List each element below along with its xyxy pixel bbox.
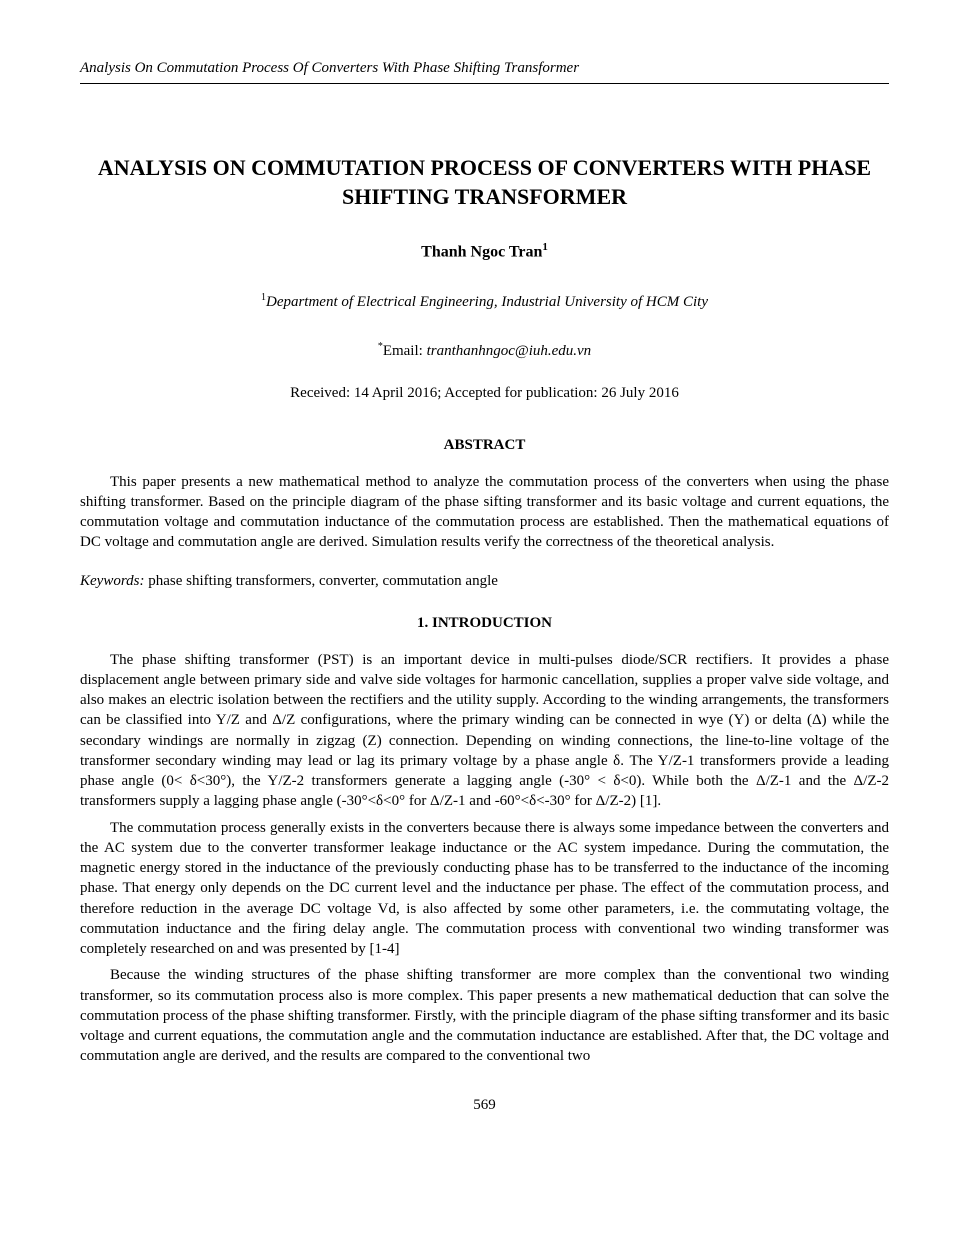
intro-para-1: The phase shifting transformer (PST) is …	[80, 650, 889, 812]
running-header: Analysis On Commutation Process Of Conve…	[80, 60, 889, 84]
email-line: *Email: tranthanhngoc@iuh.edu.vn	[80, 341, 889, 360]
running-title-text: Analysis On Commutation Process Of Conve…	[80, 60, 579, 76]
email-address: tranthanhngoc@iuh.edu.vn	[427, 343, 592, 359]
dates-line: Received: 14 April 2016; Accepted for pu…	[80, 385, 889, 402]
affiliation-line: 1Department of Electrical Engineering, I…	[80, 292, 889, 311]
section-1-heading: 1. INTRODUCTION	[80, 615, 889, 632]
paper-title: ANALYSIS ON COMMUTATION PROCESS OF CONVE…	[80, 154, 889, 211]
page-number: 569	[80, 1097, 889, 1114]
abstract-text: This paper presents a new mathematical m…	[80, 472, 889, 553]
keywords-label: Keywords:	[80, 573, 144, 589]
intro-para-3: Because the winding structures of the ph…	[80, 965, 889, 1066]
email-label: Email:	[383, 343, 427, 359]
affiliation-text: Department of Electrical Engineering, In…	[266, 294, 708, 310]
keywords-text: phase shifting transformers, converter, …	[144, 573, 497, 589]
abstract-heading: ABSTRACT	[80, 437, 889, 454]
author-line: Thanh Ngoc Tran1	[80, 241, 889, 261]
author-name: Thanh Ngoc Tran	[421, 244, 542, 261]
intro-para-2: The commutation process generally exists…	[80, 818, 889, 960]
author-superscript: 1	[542, 241, 548, 253]
keywords-line: Keywords: phase shifting transformers, c…	[80, 573, 889, 590]
